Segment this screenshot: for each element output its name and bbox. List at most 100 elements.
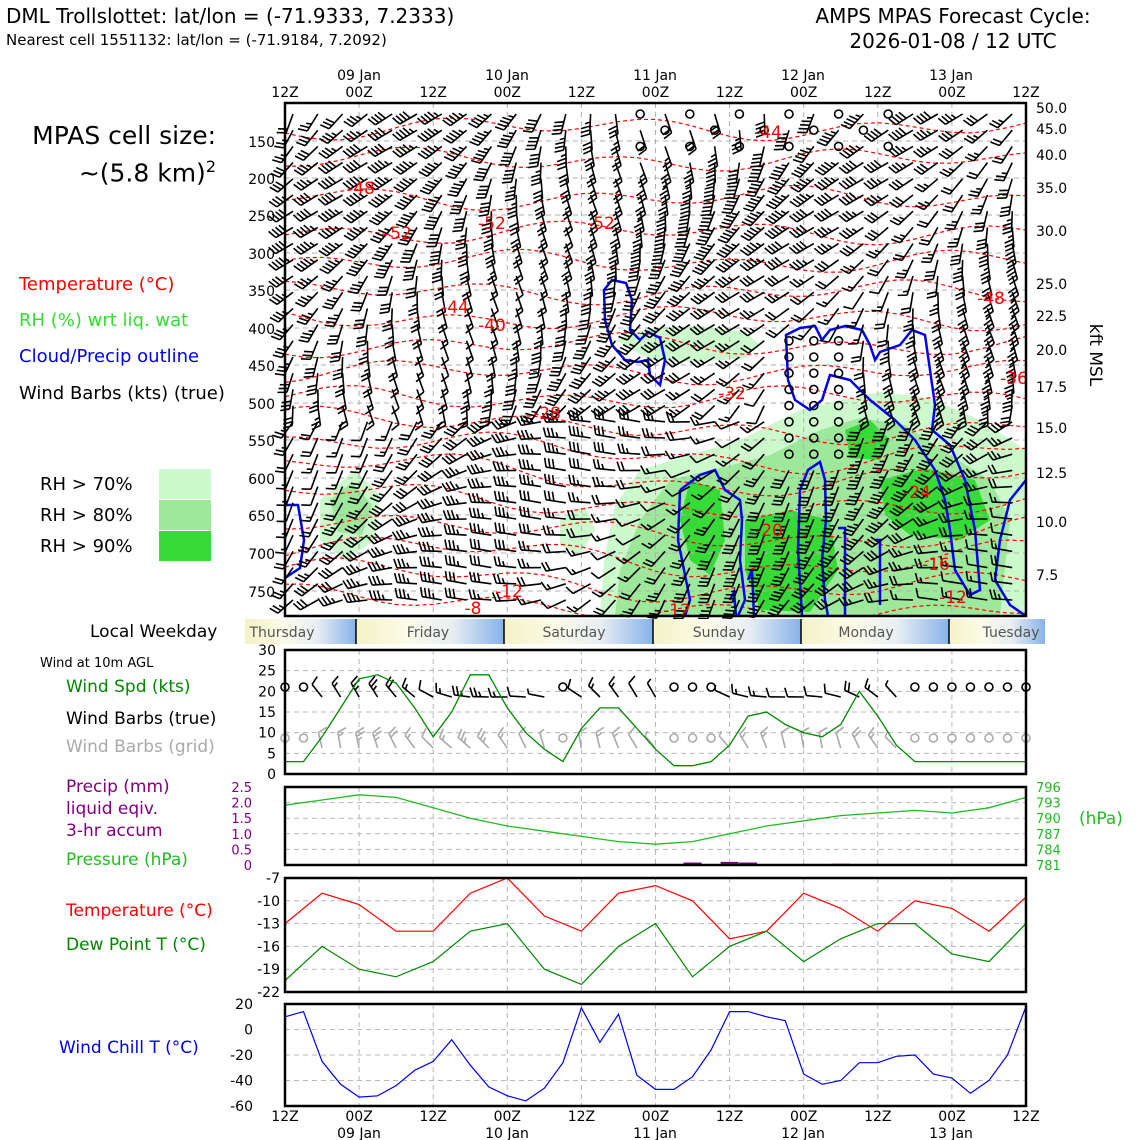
- barb-feather: [721, 307, 730, 316]
- top-hour-label: 12Z: [864, 85, 891, 101]
- barb-feather: [292, 214, 302, 222]
- barb-feather: [647, 356, 656, 365]
- barb-feather: [591, 476, 597, 487]
- upper-air-barb: [455, 227, 468, 251]
- barb-feather: [751, 161, 761, 164]
- barb-feather: [408, 311, 418, 317]
- barb-feather: [372, 494, 382, 500]
- barb-feather: [274, 259, 284, 267]
- upper-air-barb: [392, 127, 418, 141]
- barb-feather: [768, 200, 778, 207]
- barb-half-feather: [330, 597, 336, 603]
- temp-label-11: -28: [533, 404, 561, 424]
- upper-air-barb: [630, 243, 641, 268]
- barb-feather: [449, 190, 459, 194]
- barb-feather: [470, 464, 477, 474]
- barb-feather: [720, 534, 731, 538]
- barb-feather: [368, 510, 378, 517]
- upper-air-barb: [667, 275, 691, 293]
- barb-feather: [615, 393, 624, 401]
- upper-air-barb: [664, 356, 691, 368]
- barb-half-feather: [455, 498, 460, 505]
- barb-feather: [417, 134, 426, 142]
- barb-feather: [544, 561, 551, 571]
- barb-half-feather: [778, 603, 785, 608]
- legend-dewpoint: Dew Point T (°C): [66, 935, 206, 955]
- upper-air-barb: [386, 340, 397, 366]
- upper-air-barb: [689, 323, 716, 336]
- upper-air-barb: [772, 502, 790, 523]
- barb-feather: [646, 301, 656, 306]
- barb-feather: [708, 161, 718, 168]
- barb-feather: [847, 483, 858, 487]
- barb-feather: [796, 602, 806, 609]
- barb-feather: [550, 427, 555, 438]
- upper-air-barb: [490, 291, 499, 318]
- weekday-label: Local Weekday: [90, 622, 218, 642]
- upper-air-barb: [559, 292, 570, 317]
- upper-air-barb: [318, 242, 344, 257]
- barb-feather: [499, 119, 510, 125]
- barb-feather: [481, 226, 491, 231]
- barb-half-feather: [671, 508, 678, 514]
- barb-feather: [299, 534, 309, 538]
- barb-half-feather: [650, 432, 654, 438]
- barb-feather: [651, 258, 662, 261]
- upper-air-barb: [590, 532, 616, 542]
- barb-staff: [372, 598, 393, 601]
- barb-feather: [328, 208, 337, 216]
- barb-half-feather: [459, 180, 465, 184]
- barb-half-feather: [723, 398, 729, 402]
- grid-calm-circle: [984, 733, 994, 743]
- barb-feather: [565, 528, 572, 538]
- upper-air-barb: [417, 145, 443, 160]
- barb-feather: [795, 226, 804, 235]
- barb-half-feather: [511, 368, 517, 372]
- barb-feather: [455, 218, 465, 221]
- barb-feather: [303, 208, 312, 216]
- barb-half-feather: [724, 343, 730, 348]
- barb-feather: [570, 509, 576, 520]
- barb-half-feather: [560, 319, 567, 324]
- barb-feather: [721, 513, 732, 518]
- barb-feather: [378, 247, 389, 252]
- upper-air-barb: [371, 243, 393, 262]
- upper-air-barb: [292, 598, 319, 611]
- barb-feather: [275, 449, 286, 453]
- upper-air-barb: [615, 499, 641, 509]
- cell-size-exponent: 2: [205, 157, 216, 176]
- barb-staff: [621, 518, 641, 527]
- barb-feather: [399, 515, 407, 524]
- barb-feather: [473, 116, 484, 123]
- isotherm-line: [285, 385, 1026, 409]
- barb-feather: [746, 244, 755, 252]
- barb-feather: [294, 155, 304, 162]
- upper-air-barb: [367, 127, 393, 142]
- barb-feather: [703, 193, 714, 198]
- barb-feather: [728, 173, 738, 177]
- barb-feather: [399, 529, 407, 539]
- barb-feather: [795, 259, 805, 267]
- barb-feather: [350, 247, 360, 253]
- barb-feather: [346, 132, 355, 140]
- barb-feather: [765, 332, 775, 339]
- upper-air-barb: [318, 550, 344, 566]
- barb-feather: [747, 201, 758, 206]
- barb-half-feather: [406, 562, 410, 569]
- grid-barb: [317, 726, 327, 749]
- barb-feather: [392, 544, 398, 555]
- barb-half-feather: [579, 391, 586, 396]
- barb-feather: [371, 198, 380, 206]
- temperature-contours: [285, 117, 1026, 616]
- barb-feather: [745, 480, 756, 485]
- barb-feather: [350, 471, 360, 474]
- barb-feather: [471, 159, 481, 164]
- barb-feather: [297, 549, 308, 553]
- upper-air-barb: [592, 356, 616, 373]
- barb-feather: [627, 278, 638, 282]
- barb-feather: [563, 241, 572, 249]
- barb-feather: [455, 246, 465, 251]
- barb-feather: [399, 448, 409, 453]
- upper-air-barb: [664, 469, 691, 479]
- barb-feather: [593, 425, 597, 435]
